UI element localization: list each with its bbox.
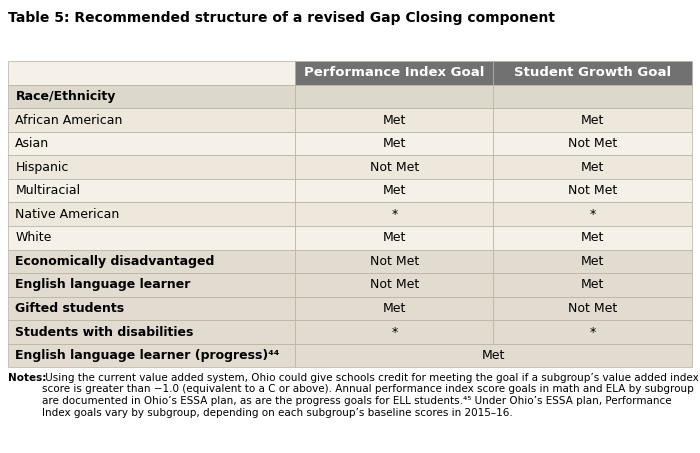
Bar [494,155,692,179]
Text: Race/Ethnicity: Race/Ethnicity [15,90,116,103]
Bar [8,132,295,155]
Text: Met: Met [581,255,604,268]
Text: *: * [391,326,398,338]
Text: *: * [589,326,596,338]
Bar [295,85,494,108]
Bar [8,108,295,132]
Bar [494,61,692,85]
Bar [8,297,295,320]
Bar [8,344,295,367]
Bar [295,132,494,155]
Text: Not Met: Not Met [370,255,419,268]
Text: Met: Met [581,114,604,126]
Text: Students with disabilities: Students with disabilities [15,326,194,338]
Text: Not Met: Not Met [370,279,419,291]
Bar [494,250,692,273]
Text: *: * [589,208,596,221]
Bar [295,250,494,273]
Text: Met: Met [581,161,604,173]
Text: Multiracial: Multiracial [15,184,80,197]
Text: White: White [15,231,52,244]
Bar [494,179,692,202]
Bar [494,226,692,250]
Text: Native American: Native American [15,208,120,221]
Bar [494,202,692,226]
Bar [295,273,494,297]
Bar [494,320,692,344]
Bar [494,108,692,132]
Bar [295,202,494,226]
Bar [295,179,494,202]
Bar [8,320,295,344]
Bar [494,297,692,320]
Text: Student Growth Goal: Student Growth Goal [514,67,671,79]
Bar [295,344,692,367]
Bar [8,226,295,250]
Text: Not Met: Not Met [568,184,617,197]
Text: Not Met: Not Met [568,137,617,150]
Text: Notes:: Notes: [8,373,47,383]
Bar [494,85,692,108]
Text: *: * [391,208,398,221]
Text: English language learner: English language learner [15,279,191,291]
Text: Met: Met [383,231,406,244]
Text: Met: Met [383,302,406,315]
Bar [8,202,295,226]
Text: Gifted students: Gifted students [15,302,125,315]
Bar [295,108,494,132]
Text: Hispanic: Hispanic [15,161,69,173]
Bar [8,155,295,179]
Bar [8,61,295,85]
Text: Met: Met [581,279,604,291]
Text: Met: Met [581,231,604,244]
Text: Met: Met [383,114,406,126]
Bar [295,297,494,320]
Text: African American: African American [15,114,122,126]
Bar [8,85,295,108]
Text: Not Met: Not Met [568,302,617,315]
Text: Performance Index Goal: Performance Index Goal [304,67,484,79]
Text: Table 5: Recommended structure of a revised Gap Closing component: Table 5: Recommended structure of a revi… [8,11,555,25]
Bar [295,155,494,179]
Bar [295,226,494,250]
Bar [295,61,494,85]
Bar [8,273,295,297]
Bar [8,179,295,202]
Bar [8,250,295,273]
Text: English language learner (progress)⁴⁴: English language learner (progress)⁴⁴ [15,349,279,362]
Text: Economically disadvantaged: Economically disadvantaged [15,255,215,268]
Text: Not Met: Not Met [370,161,419,173]
Bar [494,273,692,297]
Bar [295,320,494,344]
Text: Met: Met [383,184,406,197]
Text: Met: Met [482,349,505,362]
Bar [494,132,692,155]
Text: Using the current value added system, Ohio could give schools credit for meeting: Using the current value added system, Oh… [42,373,699,418]
Text: Asian: Asian [15,137,50,150]
Text: Met: Met [383,137,406,150]
